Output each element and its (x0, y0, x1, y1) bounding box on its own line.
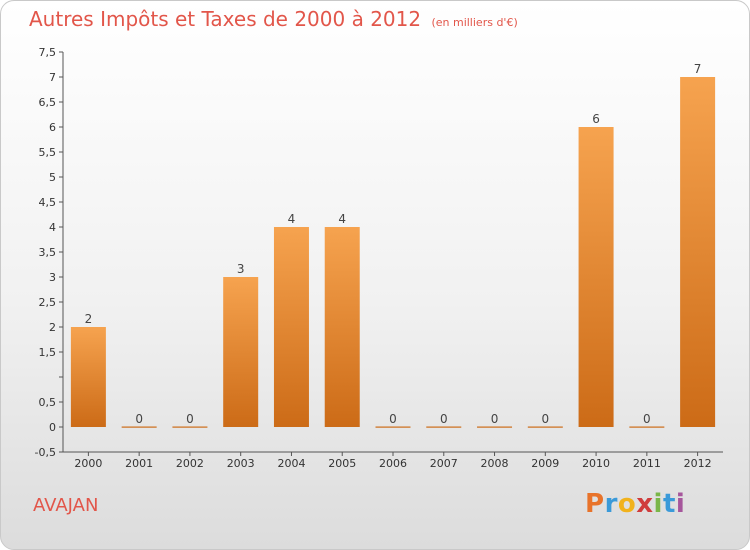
logo-letter: r (604, 489, 618, 519)
y-tick-label: 3,5 (39, 246, 57, 259)
chart-bars (70, 77, 716, 428)
y-tick-label: 7 (49, 71, 56, 84)
chart-title-text: Autres Impôts et Taxes de 2000 à 2012 (29, 7, 422, 31)
y-tick-label: 4 (49, 221, 56, 234)
proxiti-logo: Proxiti (585, 489, 685, 519)
town-name: AVAJAN (33, 495, 99, 516)
y-tick-label: 5 (49, 171, 56, 184)
y-tick-label: 4,5 (39, 196, 57, 209)
bar-2011 (629, 426, 665, 428)
bar-2007 (426, 426, 462, 428)
data-label-2001: 0 (135, 412, 143, 426)
x-tick-label: 2000 (74, 457, 102, 470)
data-label-2010: 6 (592, 112, 600, 126)
y-tick-label: 7,5 (39, 46, 57, 59)
bar-2012 (680, 77, 716, 427)
data-label-2012: 7 (694, 62, 702, 76)
y-tick-label: 0 (49, 421, 56, 434)
chart-data-labels: 2 0 0 3 4 4 0 0 0 0 6 0 7 (85, 62, 702, 426)
x-tick-label: 2010 (582, 457, 610, 470)
logo-letter: P (585, 489, 605, 519)
x-tick-label: 2004 (277, 457, 305, 470)
chart-subtitle: (en milliers d'€) (431, 16, 518, 29)
bar-2001 (121, 426, 157, 428)
logo-letter: i (653, 489, 663, 519)
logo-letter: t (662, 489, 676, 519)
x-tick-label: 2002 (176, 457, 204, 470)
bar-2003 (223, 277, 259, 427)
data-label-2011: 0 (643, 412, 651, 426)
data-label-2005: 4 (338, 212, 346, 226)
bar-2008 (477, 426, 513, 428)
x-tick-label: 2005 (328, 457, 356, 470)
x-tick-label: 2012 (684, 457, 712, 470)
x-tick-label: 2008 (481, 457, 509, 470)
y-tick-label: 2 (49, 321, 56, 334)
data-label-2008: 0 (491, 412, 499, 426)
chart-title: Autres Impôts et Taxes de 2000 à 2012 (e… (29, 7, 518, 31)
logo-letter: x (636, 489, 654, 519)
y-tick-label: 1,5 (39, 346, 57, 359)
bar-2006 (375, 426, 411, 428)
bar-2009 (527, 426, 563, 428)
data-label-2000: 2 (85, 312, 93, 326)
y-tick-label: 5,5 (39, 146, 57, 159)
x-tick-label: 2001 (125, 457, 153, 470)
data-label-2006: 0 (389, 412, 397, 426)
bar-2005 (324, 227, 360, 427)
bar-2000 (70, 327, 106, 427)
data-label-2009: 0 (541, 412, 549, 426)
y-tick-label: 2,5 (39, 296, 57, 309)
y-tick-label: 3 (49, 271, 56, 284)
data-label-2003: 3 (237, 262, 245, 276)
y-tick-label: 6 (49, 121, 56, 134)
y-tick-label: 6,5 (39, 96, 57, 109)
data-label-2002: 0 (186, 412, 194, 426)
logo-letter: o (617, 489, 637, 519)
y-tick-label: -0,5 (35, 446, 56, 459)
x-tick-label: 2009 (531, 457, 559, 470)
data-label-2007: 0 (440, 412, 448, 426)
x-tick-label: 2011 (633, 457, 661, 470)
bar-2010 (578, 127, 614, 427)
y-tick-label: 0,5 (39, 396, 57, 409)
x-tick-label: 2003 (227, 457, 255, 470)
logo-letter: i (675, 489, 686, 519)
data-label-2004: 4 (288, 212, 296, 226)
bar-2004 (273, 227, 309, 427)
bar-2002 (172, 426, 208, 428)
x-tick-label: 2006 (379, 457, 407, 470)
x-tick-label: 2007 (430, 457, 458, 470)
